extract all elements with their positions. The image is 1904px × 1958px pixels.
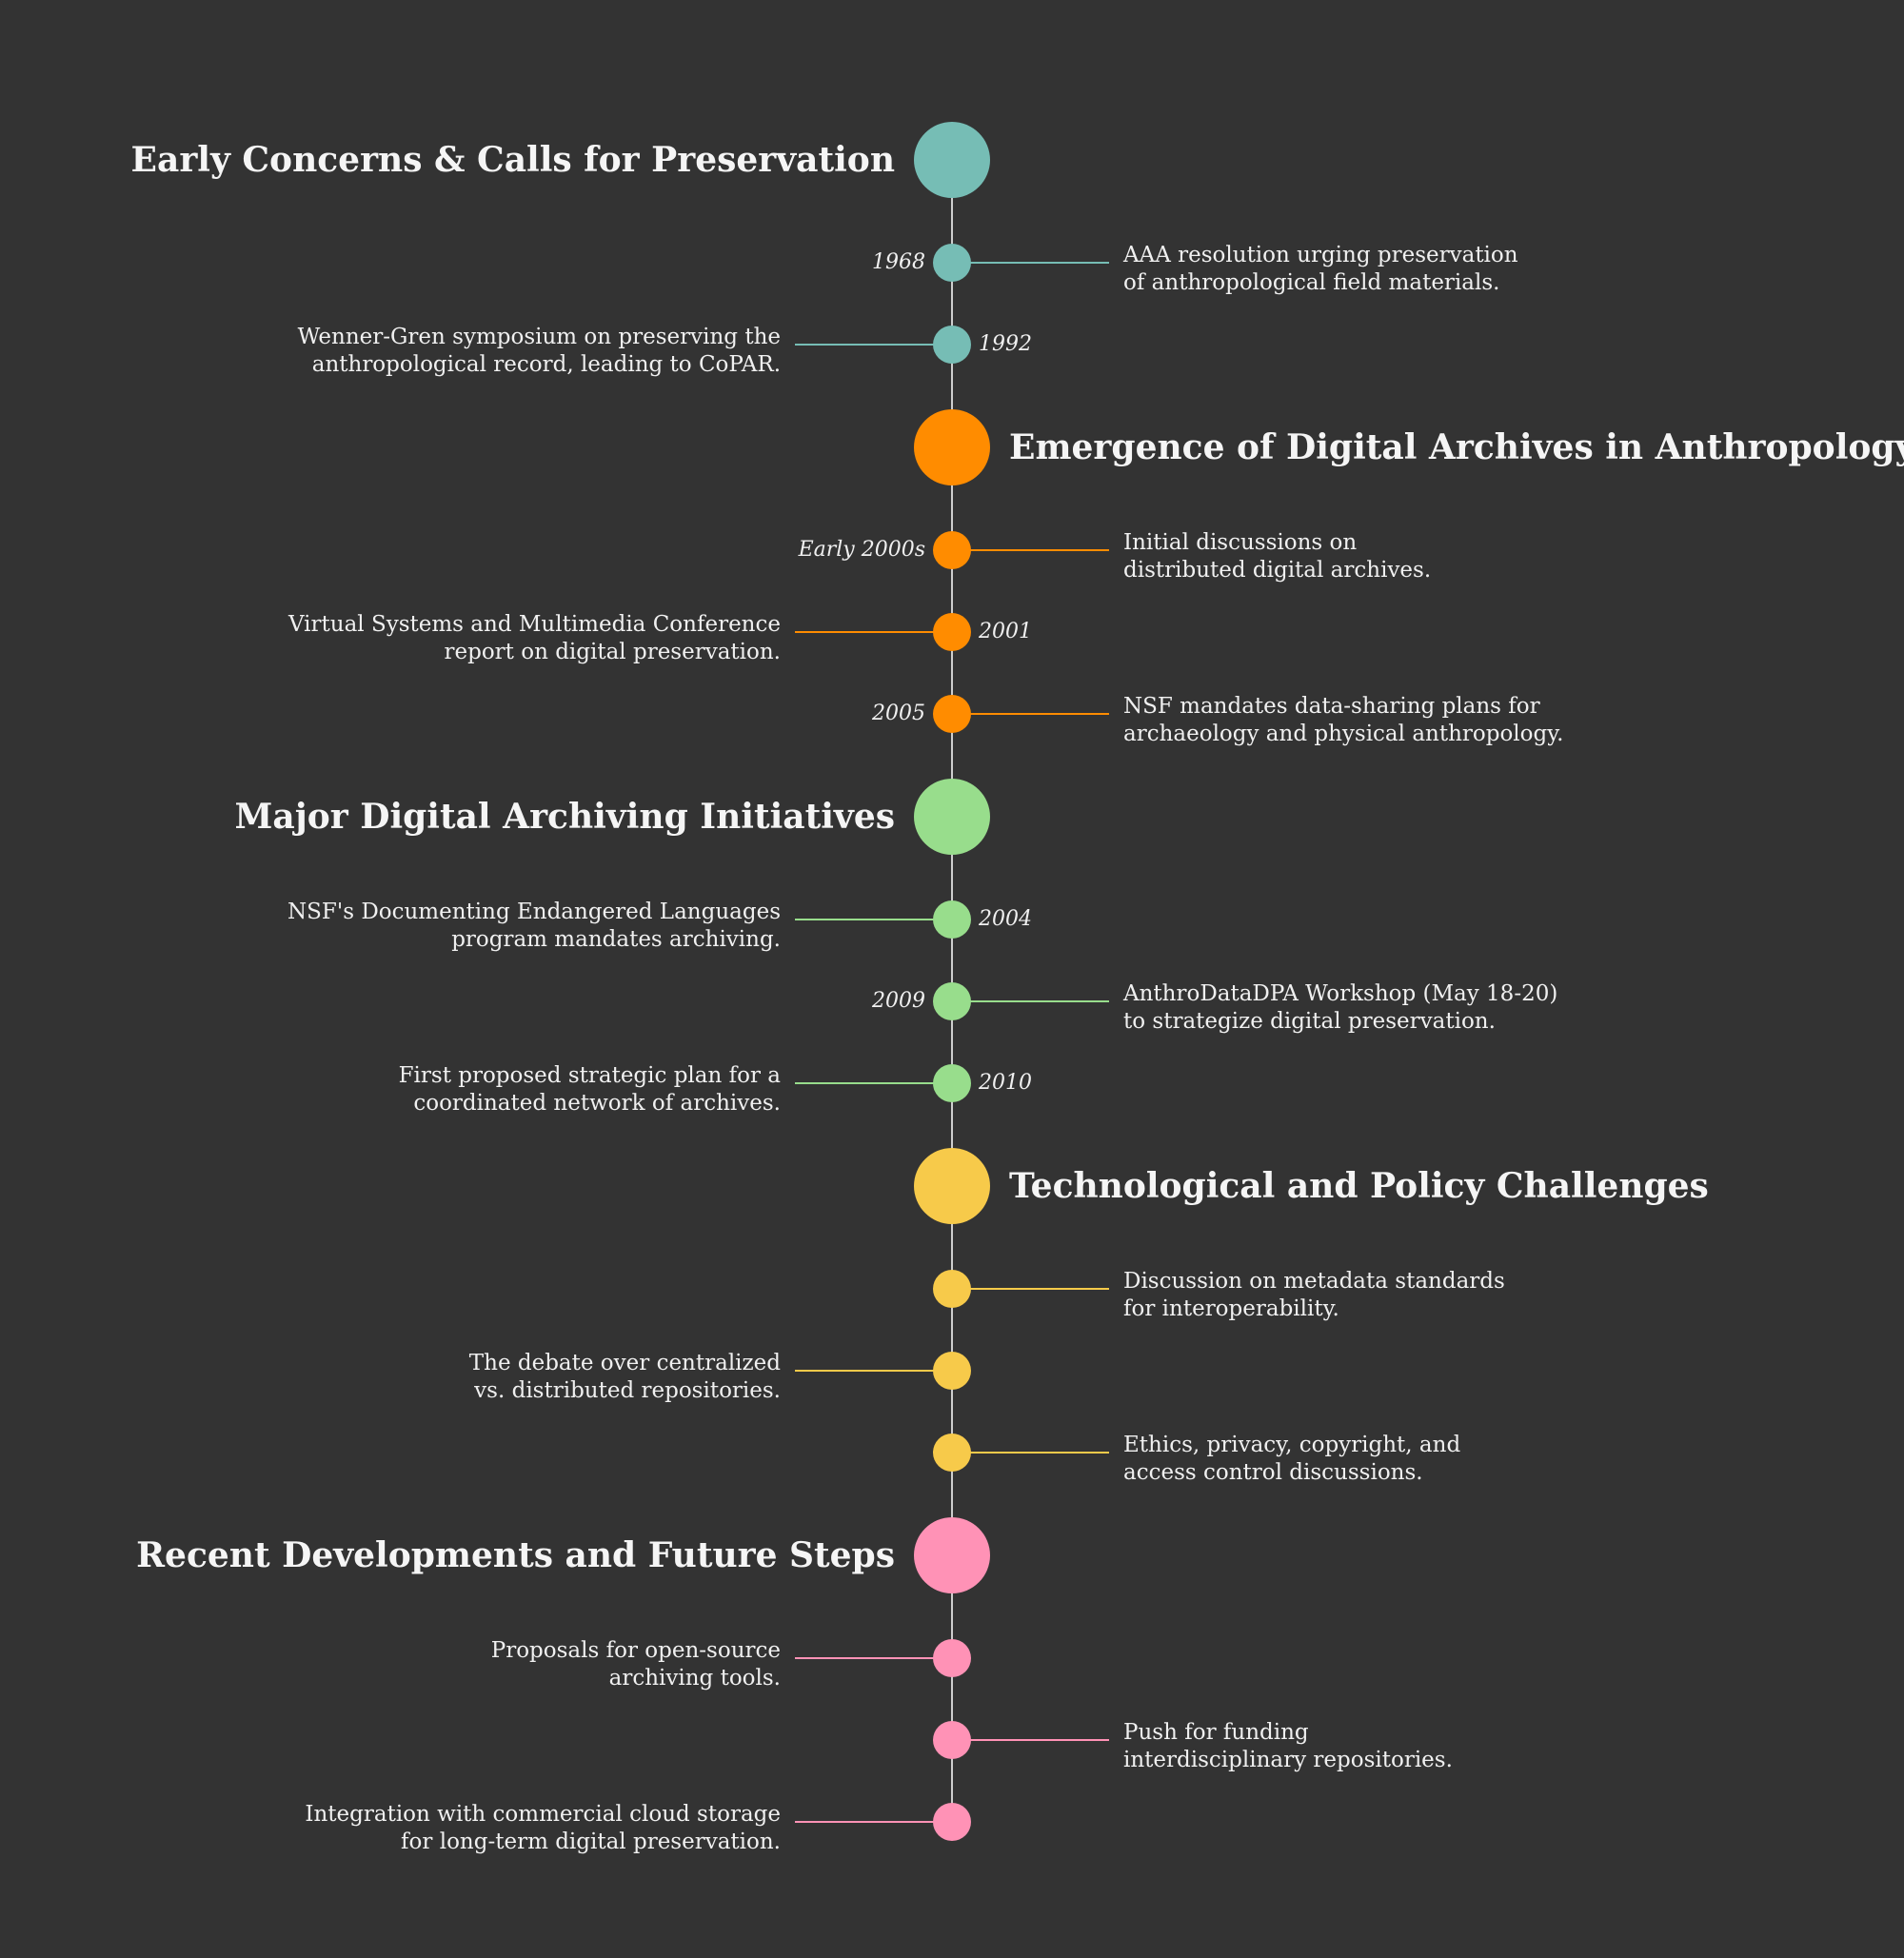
event-year: 2009: [872, 989, 925, 1013]
event-marker: [933, 1434, 971, 1472]
event-description: NSF's Documenting Endangered Languages p…: [288, 900, 781, 952]
event-year: 1992: [979, 332, 1032, 356]
event-connector: [795, 1821, 952, 1823]
event-connector: [795, 1657, 952, 1659]
event-description: Integration with commercial cloud storag…: [305, 1802, 781, 1854]
event-connector: [795, 1082, 952, 1084]
event-marker: [933, 1270, 971, 1308]
section-marker: [914, 122, 990, 198]
event-connector: [952, 262, 1109, 264]
event-description: Push for funding interdisciplinary repos…: [1123, 1720, 1453, 1772]
section-marker: [914, 1517, 990, 1593]
event-connector: [952, 1739, 1109, 1741]
event-connector: [952, 1000, 1109, 1002]
event-connector: [952, 549, 1109, 551]
event-marker: [933, 613, 971, 651]
event-connector: [952, 1452, 1109, 1454]
section-marker: [914, 1148, 990, 1224]
event-marker: [933, 900, 971, 939]
event-marker: [933, 531, 971, 569]
event-connector: [795, 344, 952, 346]
event-year: 1968: [872, 250, 925, 274]
event-connector: [952, 713, 1109, 715]
section-title: Recent Developments and Future Steps: [136, 1535, 895, 1575]
event-marker: [933, 1352, 971, 1390]
event-description: AAA resolution urging preservation of an…: [1123, 243, 1518, 295]
event-year: Early 2000s: [798, 538, 925, 562]
event-year: 2001: [979, 620, 1032, 643]
event-marker: [933, 244, 971, 282]
event-year: 2010: [979, 1071, 1032, 1095]
section-title: Early Concerns & Calls for Preservation: [130, 140, 895, 180]
event-marker: [933, 1064, 971, 1102]
event-description: Virtual Systems and Multimedia Conferenc…: [288, 612, 781, 664]
event-marker: [933, 1721, 971, 1759]
event-marker: [933, 982, 971, 1020]
section-title: Major Digital Archiving Initiatives: [234, 797, 895, 837]
event-description: AnthroDataDPA Workshop (May 18-20) to st…: [1123, 981, 1558, 1034]
event-description: First proposed strategic plan for a coor…: [398, 1063, 781, 1116]
event-description: Initial discussions on distributed digit…: [1123, 530, 1432, 583]
event-connector: [795, 919, 952, 920]
event-marker: [933, 326, 971, 364]
event-year: 2004: [979, 907, 1032, 931]
event-description: Ethics, privacy, copyright, and access c…: [1123, 1433, 1461, 1485]
event-connector: [795, 631, 952, 633]
event-description: Wenner-Gren symposium on preserving the …: [297, 325, 781, 377]
event-marker: [933, 1639, 971, 1677]
event-marker: [933, 695, 971, 733]
event-connector: [795, 1370, 952, 1372]
event-year: 2005: [872, 702, 925, 725]
event-description: The debate over centralized vs. distribu…: [468, 1351, 781, 1403]
event-description: Discussion on metadata standards for int…: [1123, 1269, 1505, 1321]
event-connector: [952, 1288, 1109, 1290]
section-title: Emergence of Digital Archives in Anthrop…: [1009, 427, 1904, 467]
section-marker: [914, 779, 990, 855]
event-marker: [933, 1803, 971, 1841]
section-title: Technological and Policy Challenges: [1009, 1166, 1709, 1206]
event-description: NSF mandates data-sharing plans for arch…: [1123, 694, 1564, 746]
section-marker: [914, 409, 990, 485]
event-description: Proposals for open-source archiving tool…: [490, 1638, 781, 1691]
